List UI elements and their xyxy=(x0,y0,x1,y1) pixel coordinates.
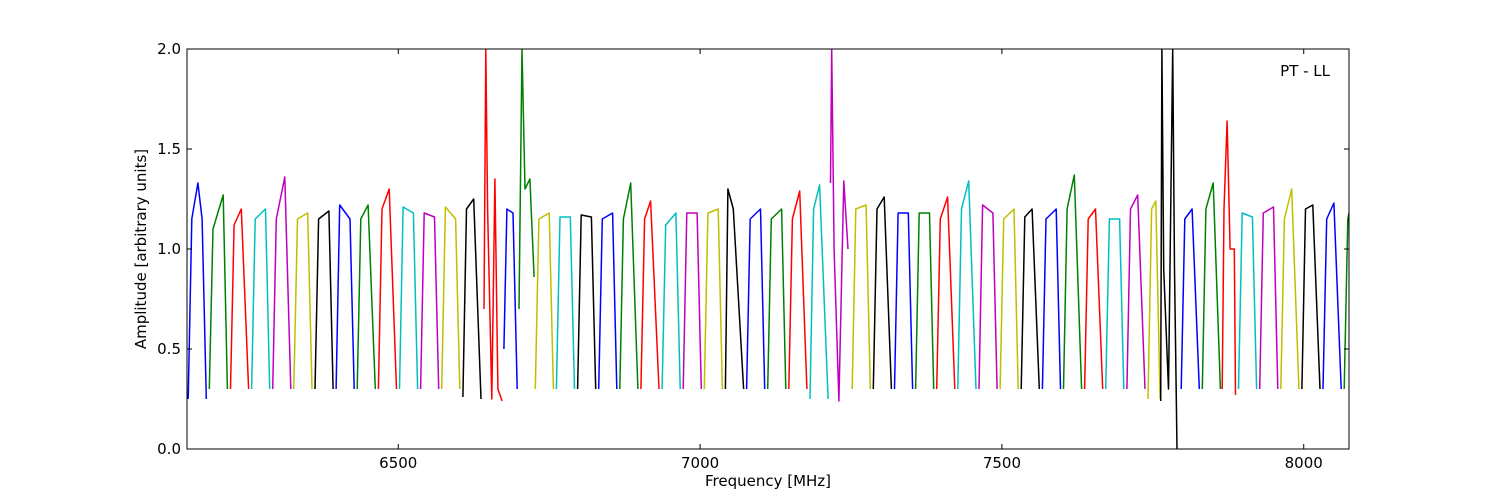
series-line-6 xyxy=(314,210,334,390)
y-tick-label: 0.5 xyxy=(157,340,181,358)
series-line-25 xyxy=(703,208,724,390)
series-layer xyxy=(187,49,1468,449)
series-line-58 xyxy=(1371,173,1389,389)
series-line-45 xyxy=(1126,194,1146,390)
series-line-37 xyxy=(957,180,977,390)
series-line-15 xyxy=(503,208,518,390)
y-tick-label: 1.0 xyxy=(157,240,181,258)
series-line-18 xyxy=(555,216,576,390)
series-line-0 xyxy=(187,182,208,400)
y-tick-label: 2.0 xyxy=(157,40,181,58)
series-line-14 xyxy=(483,49,503,402)
series-line-46 xyxy=(1147,200,1161,400)
series-line-13 xyxy=(462,198,482,400)
series-line-19 xyxy=(576,214,597,390)
series-line-32 xyxy=(851,204,872,390)
series-line-59 xyxy=(1393,213,1411,389)
series-line-36 xyxy=(935,196,956,390)
series-line-31 xyxy=(829,49,849,402)
series-line-2 xyxy=(229,208,250,390)
series-line-7 xyxy=(335,204,355,390)
y-axis-title: Amplitude [arbitrary units] xyxy=(132,149,150,349)
series-line-16 xyxy=(518,49,535,310)
series-line-60 xyxy=(1414,171,1432,389)
series-line-62 xyxy=(1453,133,1468,389)
series-line-43 xyxy=(1083,208,1104,390)
series-line-35 xyxy=(914,212,935,390)
y-tick-label: 0.0 xyxy=(157,440,181,458)
series-line-24 xyxy=(682,212,703,390)
series-line-53 xyxy=(1280,188,1300,390)
x-tick-label: 7000 xyxy=(681,454,719,472)
series-line-9 xyxy=(377,188,398,390)
series-line-12 xyxy=(440,206,461,390)
series-line-23 xyxy=(661,212,681,390)
series-line-26 xyxy=(724,188,745,390)
series-line-17 xyxy=(534,212,555,390)
x-axis-title: Frequency [MHz] xyxy=(705,472,831,490)
annotation-label: PT - LL xyxy=(1280,62,1331,80)
series-line-4 xyxy=(271,176,292,390)
series-line-57 xyxy=(1352,209,1368,389)
series-line-33 xyxy=(872,196,893,390)
series-line-10 xyxy=(398,206,419,390)
series-line-50 xyxy=(1221,120,1237,396)
series-line-38 xyxy=(978,204,998,390)
series-line-22 xyxy=(640,200,660,390)
series-line-61 xyxy=(1434,99,1450,389)
series-line-47 xyxy=(1159,49,1178,449)
series-line-27 xyxy=(745,208,766,390)
x-tick-label: 7500 xyxy=(983,454,1021,472)
series-line-5 xyxy=(293,212,313,390)
series-line-21 xyxy=(619,182,639,390)
series-line-49 xyxy=(1201,182,1222,390)
series-line-39 xyxy=(999,208,1019,390)
series-line-44 xyxy=(1104,218,1125,390)
series-line-30 xyxy=(809,184,829,400)
series-line-28 xyxy=(766,208,787,390)
x-tick-label: 6500 xyxy=(379,454,417,472)
series-line-55 xyxy=(1322,202,1342,390)
series-line-34 xyxy=(893,212,914,390)
y-tick-label: 1.5 xyxy=(157,140,181,158)
series-line-11 xyxy=(419,212,440,390)
series-line-29 xyxy=(788,190,808,390)
series-line-3 xyxy=(250,208,271,390)
series-line-42 xyxy=(1062,174,1083,390)
series-line-40 xyxy=(1020,208,1041,390)
x-tick-label: 8000 xyxy=(1285,454,1323,472)
series-line-52 xyxy=(1258,206,1279,390)
series-line-51 xyxy=(1237,212,1258,390)
series-line-20 xyxy=(597,212,618,390)
series-line-48 xyxy=(1180,208,1201,390)
series-line-1 xyxy=(208,194,229,390)
series-line-8 xyxy=(356,204,377,390)
series-line-54 xyxy=(1301,204,1321,390)
series-line-41 xyxy=(1041,208,1062,390)
ticks-layer: 6500 7000 7500 8000 0.0 0.5 1.0 1.5 2.0 xyxy=(157,40,1349,472)
